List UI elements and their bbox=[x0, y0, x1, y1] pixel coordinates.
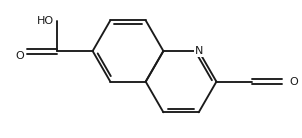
Text: HO: HO bbox=[37, 16, 54, 26]
Text: O: O bbox=[290, 77, 298, 87]
Text: O: O bbox=[15, 51, 24, 61]
Text: N: N bbox=[194, 46, 203, 56]
